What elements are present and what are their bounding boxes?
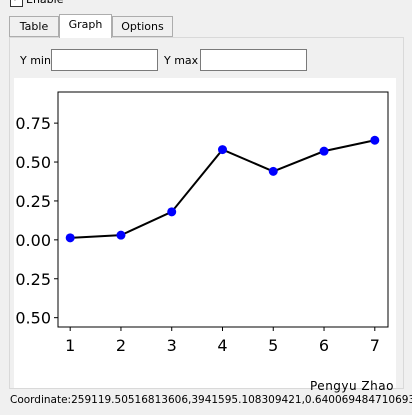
marker [268, 166, 278, 176]
marker [319, 146, 329, 156]
status-bar: Coordinate:259119.50516813606,3941595.10… [10, 394, 412, 406]
y-tick-label: 0.25 [15, 192, 51, 211]
y-tick-label: 0.00 [15, 231, 51, 250]
x-tick-label: 3 [167, 336, 177, 355]
marker [370, 135, 380, 145]
author: Pengyu Zhao [310, 379, 394, 393]
x-tick-label: 1 [65, 336, 75, 355]
tab[interactable]: Options [112, 16, 173, 37]
marker [217, 145, 227, 155]
tab[interactable]: Table [9, 16, 59, 37]
tab-selected[interactable]: Graph [59, 14, 112, 38]
text-input[interactable] [51, 49, 158, 71]
figure-background [14, 78, 396, 388]
y-tick-label: −0.50 [14, 309, 51, 328]
y-tick-label: 0.50 [15, 153, 51, 172]
x-tick-label: 5 [268, 336, 278, 355]
marker [65, 233, 75, 243]
x-tick-label: 2 [116, 336, 126, 355]
plot-area [57, 91, 389, 328]
field-label: Y min [20, 54, 51, 67]
marker [116, 230, 126, 240]
y-tick-label: −0.25 [14, 270, 51, 289]
checkbox[interactable]: ✔ [10, 0, 23, 7]
marker [167, 207, 177, 217]
text-input[interactable] [200, 49, 307, 71]
x-tick-label: 7 [370, 336, 380, 355]
x-tick-label: 4 [217, 336, 227, 355]
field-label: Y max [164, 54, 199, 67]
checkbox-label: Enable [26, 0, 63, 6]
chart: −0.50 −0.25 0.00 0.25 0.50 0.75 1 2 3 4 5 6 7 [14, 78, 396, 388]
y-tick-label: 0.75 [15, 114, 51, 133]
x-tick-label: 6 [319, 336, 329, 355]
